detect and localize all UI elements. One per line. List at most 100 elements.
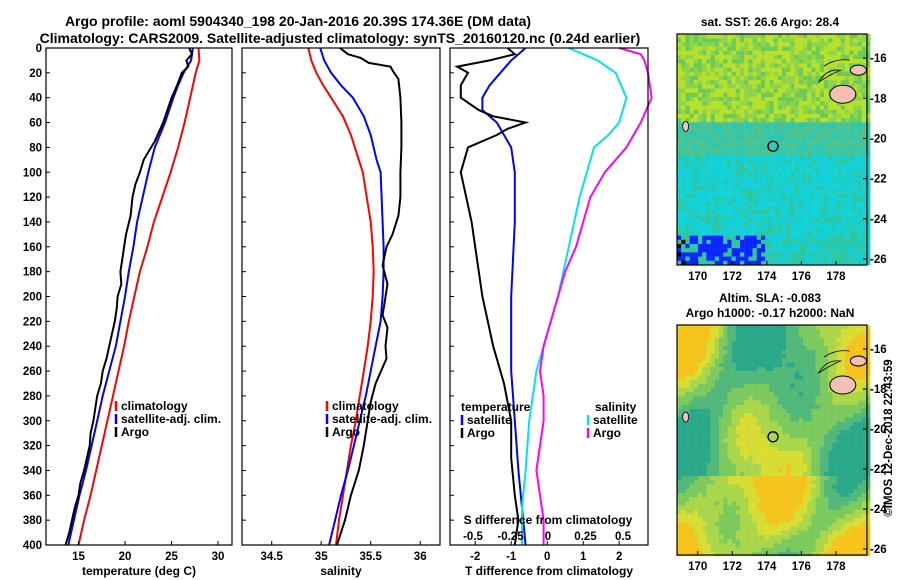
map-cell bbox=[723, 248, 728, 253]
map-cell bbox=[677, 463, 682, 468]
map-cell bbox=[824, 362, 829, 368]
map-cell bbox=[815, 185, 820, 190]
map-cell bbox=[803, 34, 808, 39]
map-cell bbox=[815, 143, 820, 148]
map-cell bbox=[727, 329, 732, 334]
map-cell bbox=[777, 76, 783, 81]
map-cell bbox=[689, 455, 694, 460]
map-cell bbox=[777, 514, 783, 519]
map-cell bbox=[681, 134, 686, 140]
map-cell bbox=[735, 354, 741, 359]
map-cell bbox=[706, 176, 711, 182]
map-cell bbox=[740, 430, 745, 435]
map-cell bbox=[840, 55, 846, 60]
map-cell bbox=[723, 235, 728, 240]
map-cell bbox=[752, 113, 757, 119]
map-cell bbox=[853, 329, 858, 334]
map-cell bbox=[773, 176, 778, 182]
map-cell bbox=[807, 147, 812, 152]
map-cell bbox=[731, 522, 736, 527]
map-cell bbox=[744, 476, 749, 481]
map-cell bbox=[727, 451, 732, 456]
map-cell bbox=[777, 134, 783, 140]
map-cell bbox=[803, 413, 808, 418]
map-cell bbox=[748, 218, 753, 224]
map-cell bbox=[803, 438, 808, 443]
map-cell bbox=[769, 193, 774, 198]
map-cell bbox=[693, 42, 699, 47]
map-cell bbox=[836, 362, 841, 368]
map-cell bbox=[853, 442, 858, 447]
map-cell bbox=[731, 185, 736, 190]
map-cell bbox=[861, 193, 867, 198]
map-cell bbox=[702, 354, 707, 359]
map-cell bbox=[790, 34, 795, 39]
map-cell bbox=[769, 488, 774, 494]
map-cell bbox=[836, 63, 841, 68]
map-cell bbox=[706, 42, 711, 47]
map-cell bbox=[752, 218, 757, 224]
map-cell bbox=[731, 446, 736, 452]
map-cell bbox=[765, 235, 770, 240]
map-cell bbox=[782, 55, 787, 60]
map-cell bbox=[773, 101, 778, 106]
map-cell bbox=[698, 400, 703, 405]
map-cell bbox=[765, 210, 770, 215]
map-cell bbox=[719, 455, 724, 460]
map-cell bbox=[681, 501, 686, 506]
map-cell bbox=[719, 505, 724, 510]
map-cell bbox=[706, 84, 711, 89]
map-cell bbox=[689, 530, 694, 536]
map-cell bbox=[693, 34, 699, 39]
map-cell bbox=[698, 55, 703, 60]
map-cell bbox=[765, 455, 770, 460]
map-cell bbox=[714, 514, 720, 519]
map-cell bbox=[765, 463, 770, 468]
map-cell bbox=[677, 160, 682, 165]
map-cell bbox=[731, 375, 736, 380]
map-cell bbox=[719, 358, 724, 363]
map-cell bbox=[840, 46, 846, 51]
map-cell bbox=[748, 244, 753, 249]
map-cell bbox=[689, 59, 694, 64]
map-cell bbox=[752, 375, 757, 380]
map-cell bbox=[782, 329, 787, 334]
map-cell bbox=[790, 88, 795, 93]
map-cell bbox=[693, 109, 699, 114]
map-cell bbox=[765, 248, 770, 253]
map-cell bbox=[857, 400, 862, 405]
map-cell bbox=[740, 509, 745, 515]
map-cell bbox=[714, 505, 720, 510]
map-cell bbox=[782, 442, 787, 447]
map-cell bbox=[811, 497, 816, 502]
map-cell bbox=[698, 514, 703, 519]
map-cell bbox=[769, 76, 774, 81]
map-cell bbox=[769, 176, 774, 182]
map-cell bbox=[761, 425, 766, 431]
map-cell bbox=[849, 413, 854, 418]
map-cell bbox=[765, 383, 770, 389]
map-cell bbox=[790, 446, 795, 452]
map-cell bbox=[681, 168, 686, 173]
map-cell bbox=[828, 459, 833, 464]
y-tick-label: 280 bbox=[23, 391, 42, 403]
map-cell bbox=[731, 218, 736, 224]
map-cell bbox=[807, 97, 812, 102]
map-cell bbox=[794, 34, 799, 39]
map-cell bbox=[710, 80, 715, 85]
map-cell bbox=[719, 109, 724, 114]
map-cell bbox=[685, 134, 690, 140]
map-cell bbox=[756, 193, 762, 198]
map-cell bbox=[824, 160, 829, 165]
map-cell bbox=[765, 50, 770, 56]
map-cell bbox=[790, 518, 795, 523]
map-cell bbox=[861, 151, 867, 156]
map-cell bbox=[740, 197, 745, 203]
map-cell bbox=[866, 509, 871, 515]
map-cell bbox=[681, 244, 686, 249]
map-cell bbox=[832, 367, 837, 372]
map-cell bbox=[819, 101, 825, 106]
map-cell bbox=[782, 446, 787, 452]
map-cell bbox=[744, 189, 749, 194]
map-cell bbox=[773, 472, 778, 477]
